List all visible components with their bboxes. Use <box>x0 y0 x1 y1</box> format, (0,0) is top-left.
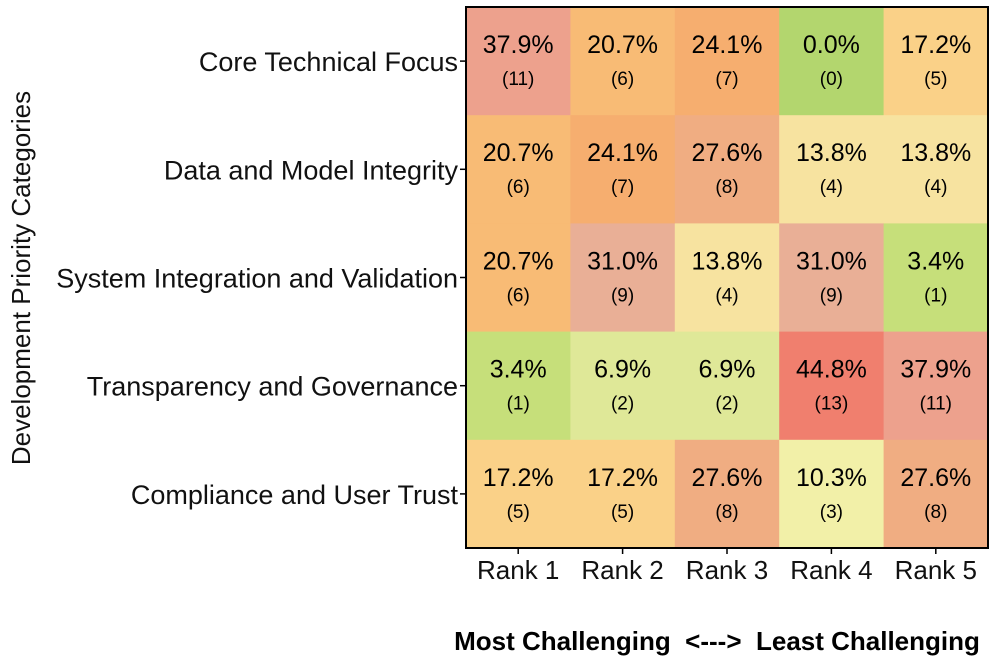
heatmap-cell <box>779 331 885 441</box>
cell-percent-label: 13.8% <box>692 247 763 275</box>
cell-count-label: (4) <box>820 177 843 198</box>
heatmap-cell <box>466 7 571 116</box>
heatmap-cell <box>466 223 571 333</box>
cell-percent-label: 10.3% <box>796 464 867 492</box>
cell-count-label: (9) <box>611 285 634 306</box>
cell-percent-label: 20.7% <box>587 31 658 59</box>
heatmap-cell <box>674 223 780 333</box>
cell-percent-label: 27.6% <box>692 464 763 492</box>
cell-count-label: (2) <box>715 394 738 415</box>
x-tick-label: Rank 4 <box>790 555 872 585</box>
cell-percent-label: 17.2% <box>483 464 554 492</box>
heatmap-cell <box>883 439 989 549</box>
cell-percent-label: 13.8% <box>796 139 867 167</box>
cell-count-label: (7) <box>715 69 738 90</box>
heatmap-cell <box>674 331 780 441</box>
x-tick-label: Rank 1 <box>477 555 559 585</box>
cell-percent-label: 0.0% <box>803 31 860 59</box>
heatmap-cell <box>466 331 571 441</box>
cell-percent-label: 13.8% <box>900 139 971 167</box>
cell-percent-label: 37.9% <box>483 31 554 59</box>
cell-percent-label: 37.9% <box>900 356 971 384</box>
cell-count-label: (5) <box>611 502 634 523</box>
cell-count-label: (11) <box>920 394 952 415</box>
y-axis-title: Development Priority Categories <box>6 91 36 465</box>
cell-count-label: (1) <box>507 394 530 415</box>
cell-count-label: (0) <box>820 69 843 90</box>
heatmap-cell <box>466 115 571 224</box>
cell-percent-label: 6.9% <box>594 356 651 384</box>
cell-percent-label: 17.2% <box>900 31 971 59</box>
heatmap-cell <box>779 439 885 549</box>
cell-percent-label: 6.9% <box>699 356 756 384</box>
cell-percent-label: 27.6% <box>900 464 971 492</box>
cell-percent-label: 24.1% <box>587 139 658 167</box>
cell-count-label: (4) <box>924 177 947 198</box>
cell-count-label: (6) <box>611 69 634 90</box>
heatmap-cell <box>570 331 676 441</box>
heatmap-cell <box>779 223 885 333</box>
cell-percent-label: 17.2% <box>587 464 658 492</box>
x-tick-label: Rank 5 <box>895 555 977 585</box>
heatmap-cell <box>779 7 885 116</box>
y-tick-label: Transparency and Governance <box>87 372 458 402</box>
heatmap-cell <box>570 439 676 549</box>
cell-count-label: (2) <box>611 394 634 415</box>
cell-count-label: (4) <box>715 285 738 306</box>
y-tick-label: Core Technical Focus <box>199 47 458 77</box>
heatmap-cell <box>883 115 989 224</box>
cell-count-label: (8) <box>715 502 738 523</box>
heatmap-cell <box>466 439 571 549</box>
cells-layer <box>466 7 989 549</box>
heatmap-cell <box>570 7 676 116</box>
cell-percent-label: 3.4% <box>490 356 547 384</box>
ticks-layer: Core Technical Focus Data and Model Integ… <box>56 47 977 585</box>
cell-percent-label: 3.4% <box>907 247 964 275</box>
heatmap-cell <box>674 115 780 224</box>
cell-count-label: (6) <box>507 285 530 306</box>
cell-count-label: (11) <box>502 69 534 90</box>
heatmap-cell <box>674 439 780 549</box>
cell-count-label: (8) <box>715 177 738 198</box>
y-tick-label: System Integration and Validation <box>56 264 458 294</box>
labels-layer: 37.9% (11) 20.7% (6) 24.1% (7) 0.0% (0) 17.2% (5)… <box>483 31 971 523</box>
cell-percent-label: 20.7% <box>483 139 554 167</box>
cell-count-label: (13) <box>815 394 849 415</box>
x-tick-label: Rank 3 <box>686 555 768 585</box>
cell-percent-label: 20.7% <box>483 247 554 275</box>
cell-count-label: (5) <box>924 69 947 90</box>
cell-count-label: (1) <box>924 285 947 306</box>
cell-percent-label: 31.0% <box>796 247 867 275</box>
heatmap-cell <box>570 223 676 333</box>
heatmap-cell <box>883 7 989 116</box>
cell-percent-label: 31.0% <box>587 247 658 275</box>
heatmap-cell <box>779 115 885 224</box>
heatmap-cell <box>883 331 989 441</box>
cell-count-label: (5) <box>507 502 530 523</box>
cell-count-label: (3) <box>820 502 843 523</box>
cell-percent-label: 27.6% <box>692 139 763 167</box>
cell-count-label: (7) <box>611 177 634 198</box>
heatmap-cell <box>674 7 780 116</box>
cell-count-label: (6) <box>507 177 530 198</box>
cell-percent-label: 44.8% <box>796 356 867 384</box>
heatmap-cell <box>883 223 989 333</box>
heatmap-cell <box>570 115 676 224</box>
cell-percent-label: 24.1% <box>692 31 763 59</box>
y-tick-label: Compliance and User Trust <box>131 480 459 510</box>
cell-count-label: (9) <box>820 285 843 306</box>
cell-count-label: (8) <box>924 502 947 523</box>
y-tick-label: Data and Model Integrity <box>164 155 459 185</box>
x-tick-label: Rank 2 <box>581 555 663 585</box>
x-axis-title: Most Challenging <---> Least Challenging <box>454 626 980 656</box>
